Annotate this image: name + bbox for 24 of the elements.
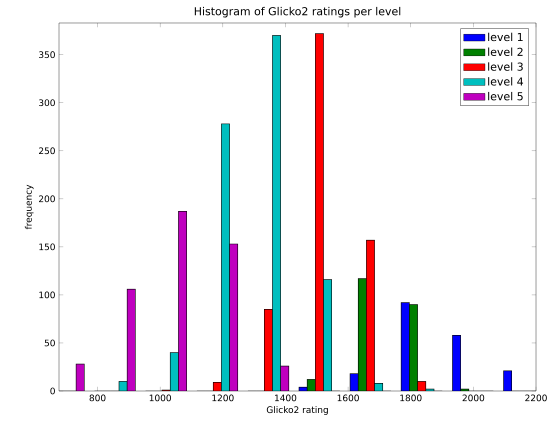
y-tick-label: 250 [39,147,55,154]
y-axis-title: frequency [24,184,34,230]
x-tick-label: 1800 [400,394,422,402]
legend-label: level 3 [488,62,523,71]
x-tick-label: 1600 [338,394,359,402]
legend-label: level 2 [488,48,523,56]
y-tick-label: 200 [39,195,55,202]
legend-label: level 5 [488,92,523,100]
x-tick-label: 2000 [462,394,484,402]
x-tick-label: 2200 [525,394,547,402]
y-tick-label: 150 [39,243,55,250]
y-tick-label: 100 [39,292,55,298]
legend-label: level 1 [488,32,523,42]
x-tick-label: 1400 [275,394,296,402]
y-tick-label: 0 [50,388,55,394]
y-tick-label: 50 [44,340,55,346]
x-tick-label: 1200 [212,394,234,402]
y-tick-label: 350 [39,51,55,58]
x-axis-title: Glicko2 rating [266,406,328,415]
chart-title: Histogram of Glicko2 ratings per level [194,6,400,18]
y-tick-label: 300 [39,99,55,106]
legend-label: level 4 [488,77,524,86]
x-tick-label: 1000 [150,394,171,402]
x-tick-label: 800 [90,394,106,402]
